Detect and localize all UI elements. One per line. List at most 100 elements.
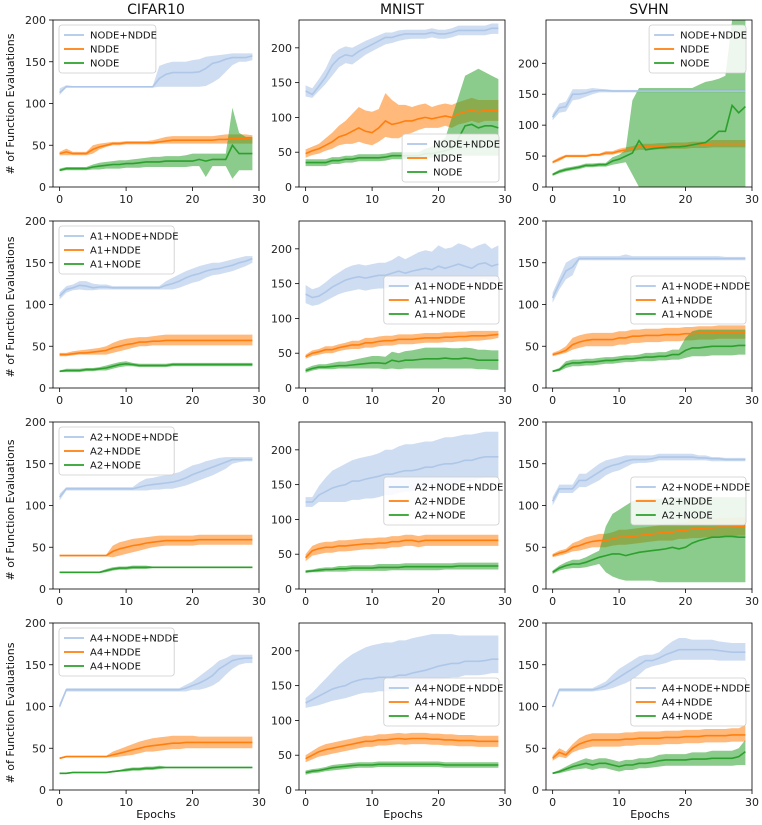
y-tick-label: 100: [518, 119, 539, 132]
line-node-ndde: [551, 257, 746, 299]
band-node-ndde: [552, 453, 746, 506]
legend-label: A1+NODE: [662, 310, 713, 321]
legend-label: A4+NODE+NDDE: [415, 684, 504, 695]
legend: A2+NODE+NDDE A2+NDDE A2+NODE: [383, 476, 503, 526]
legend-label: A2+NODE+NDDE: [662, 483, 751, 494]
legend: NODE+NDDE NDDE NODE: [648, 24, 747, 74]
band-node-ndde: [552, 638, 746, 709]
x-tick-label: 0: [302, 394, 309, 407]
line-ndde: [552, 142, 746, 164]
x-tick-label: 30: [498, 595, 512, 608]
line-node-ndde: [551, 456, 746, 502]
y-tick-label: 150: [271, 278, 292, 291]
line-node: [552, 103, 746, 176]
line-ndde: [552, 734, 746, 759]
y-tick-label: 0: [39, 784, 46, 797]
y-tick-label: 150: [271, 479, 292, 492]
chart-title: MNIST: [380, 2, 425, 18]
y-tick-label: 150: [25, 659, 46, 672]
legend-label: A1+NODE+NDDE: [90, 232, 179, 243]
legend-label: A1+NDDE: [662, 296, 713, 307]
y-tick-label: 50: [525, 150, 539, 163]
x-tick-label: 10: [365, 193, 379, 206]
y-tick-label: 0: [285, 382, 292, 395]
x-tick-label: 10: [119, 796, 133, 809]
y-tick-label: 150: [25, 458, 46, 471]
legend-label: A2+NODE: [662, 511, 713, 522]
x-tick-label: 0: [549, 193, 556, 206]
line-node: [59, 566, 253, 574]
line-node: [552, 535, 746, 573]
legend-label: A4+NODE+NDDE: [662, 684, 751, 695]
x-tick-label: 20: [679, 796, 693, 809]
line-ndde: [59, 339, 253, 356]
series-group: [58, 654, 253, 775]
x-axis-label-col-1: Epochs: [136, 808, 176, 821]
band-node-ndde: [305, 634, 499, 708]
line-ndde: [59, 538, 253, 557]
legend: A1+NODE+NDDE A1+NDDE A1+NODE: [630, 275, 750, 325]
y-tick-label: 150: [271, 77, 292, 90]
line-node-ndde: [305, 455, 499, 503]
x-tick-label: 30: [745, 394, 759, 407]
y-tick-label: 150: [25, 56, 46, 69]
y-tick-label: 50: [32, 139, 46, 152]
x-tick-label: 0: [302, 595, 309, 608]
y-tick-label: 0: [532, 784, 539, 797]
line-ndde: [305, 109, 499, 155]
legend-label: NDDE: [90, 45, 119, 56]
legend: A1+NODE+NDDE A1+NDDE A1+NODE: [383, 275, 504, 325]
y-tick-label: 100: [25, 500, 46, 513]
band-ndde: [305, 534, 499, 562]
legend-box: [58, 627, 175, 677]
line-ndde: [305, 539, 499, 559]
y-tick-label: 100: [271, 513, 292, 526]
line-node: [305, 565, 499, 573]
x-tick-label: 0: [549, 595, 556, 608]
y-tick-label: 0: [532, 181, 539, 194]
y-tick-label: 50: [278, 146, 292, 159]
y-tick-label: 100: [271, 111, 292, 124]
legend: A2+NODE+NDDE A2+NDDE A2+NODE: [58, 426, 179, 476]
line-node-ndde: [58, 657, 253, 707]
legend-label: A4+NDDE: [90, 648, 141, 659]
y-tick-label: 100: [518, 299, 539, 312]
y-tick-label: 0: [532, 382, 539, 395]
y-tick-label: 200: [271, 243, 292, 256]
series-group: [551, 638, 746, 775]
line-ndde: [552, 331, 746, 356]
legend-label: A2+NODE: [90, 461, 141, 472]
x-axis-label-col-2: Epochs: [383, 808, 423, 821]
line-ndde: [305, 333, 499, 358]
x-tick-label: 20: [186, 394, 200, 407]
legend-box: [383, 677, 500, 727]
x-tick-label: 20: [679, 595, 693, 608]
line-node: [59, 143, 253, 172]
x-tick-label: 0: [549, 394, 556, 407]
legend-label: A2+NDDE: [415, 497, 466, 508]
band-node-ndde: [305, 431, 499, 507]
y-tick-label: 50: [278, 548, 292, 561]
y-tick-label: 50: [525, 742, 539, 755]
y-tick-label: 200: [518, 57, 539, 70]
legend-label: A1+NODE: [415, 310, 466, 321]
y-tick-label: 200: [25, 215, 46, 228]
x-tick-label: 10: [119, 595, 133, 608]
legend-label: A1+NODE+NDDE: [415, 282, 504, 293]
band-node-ndde: [59, 53, 253, 96]
x-axis-label-col-3: Epochs: [630, 808, 670, 821]
line-node: [305, 357, 499, 372]
x-tick-label: 10: [119, 394, 133, 407]
line-node-ndde: [551, 89, 746, 118]
legend-label: A1+NDDE: [90, 246, 141, 257]
legend: A1+NODE+NDDE A1+NDDE A1+NODE: [58, 225, 179, 275]
x-tick-label: 30: [745, 595, 759, 608]
legend-label: A4+NODE: [415, 712, 466, 723]
plot-frame: [545, 19, 753, 188]
